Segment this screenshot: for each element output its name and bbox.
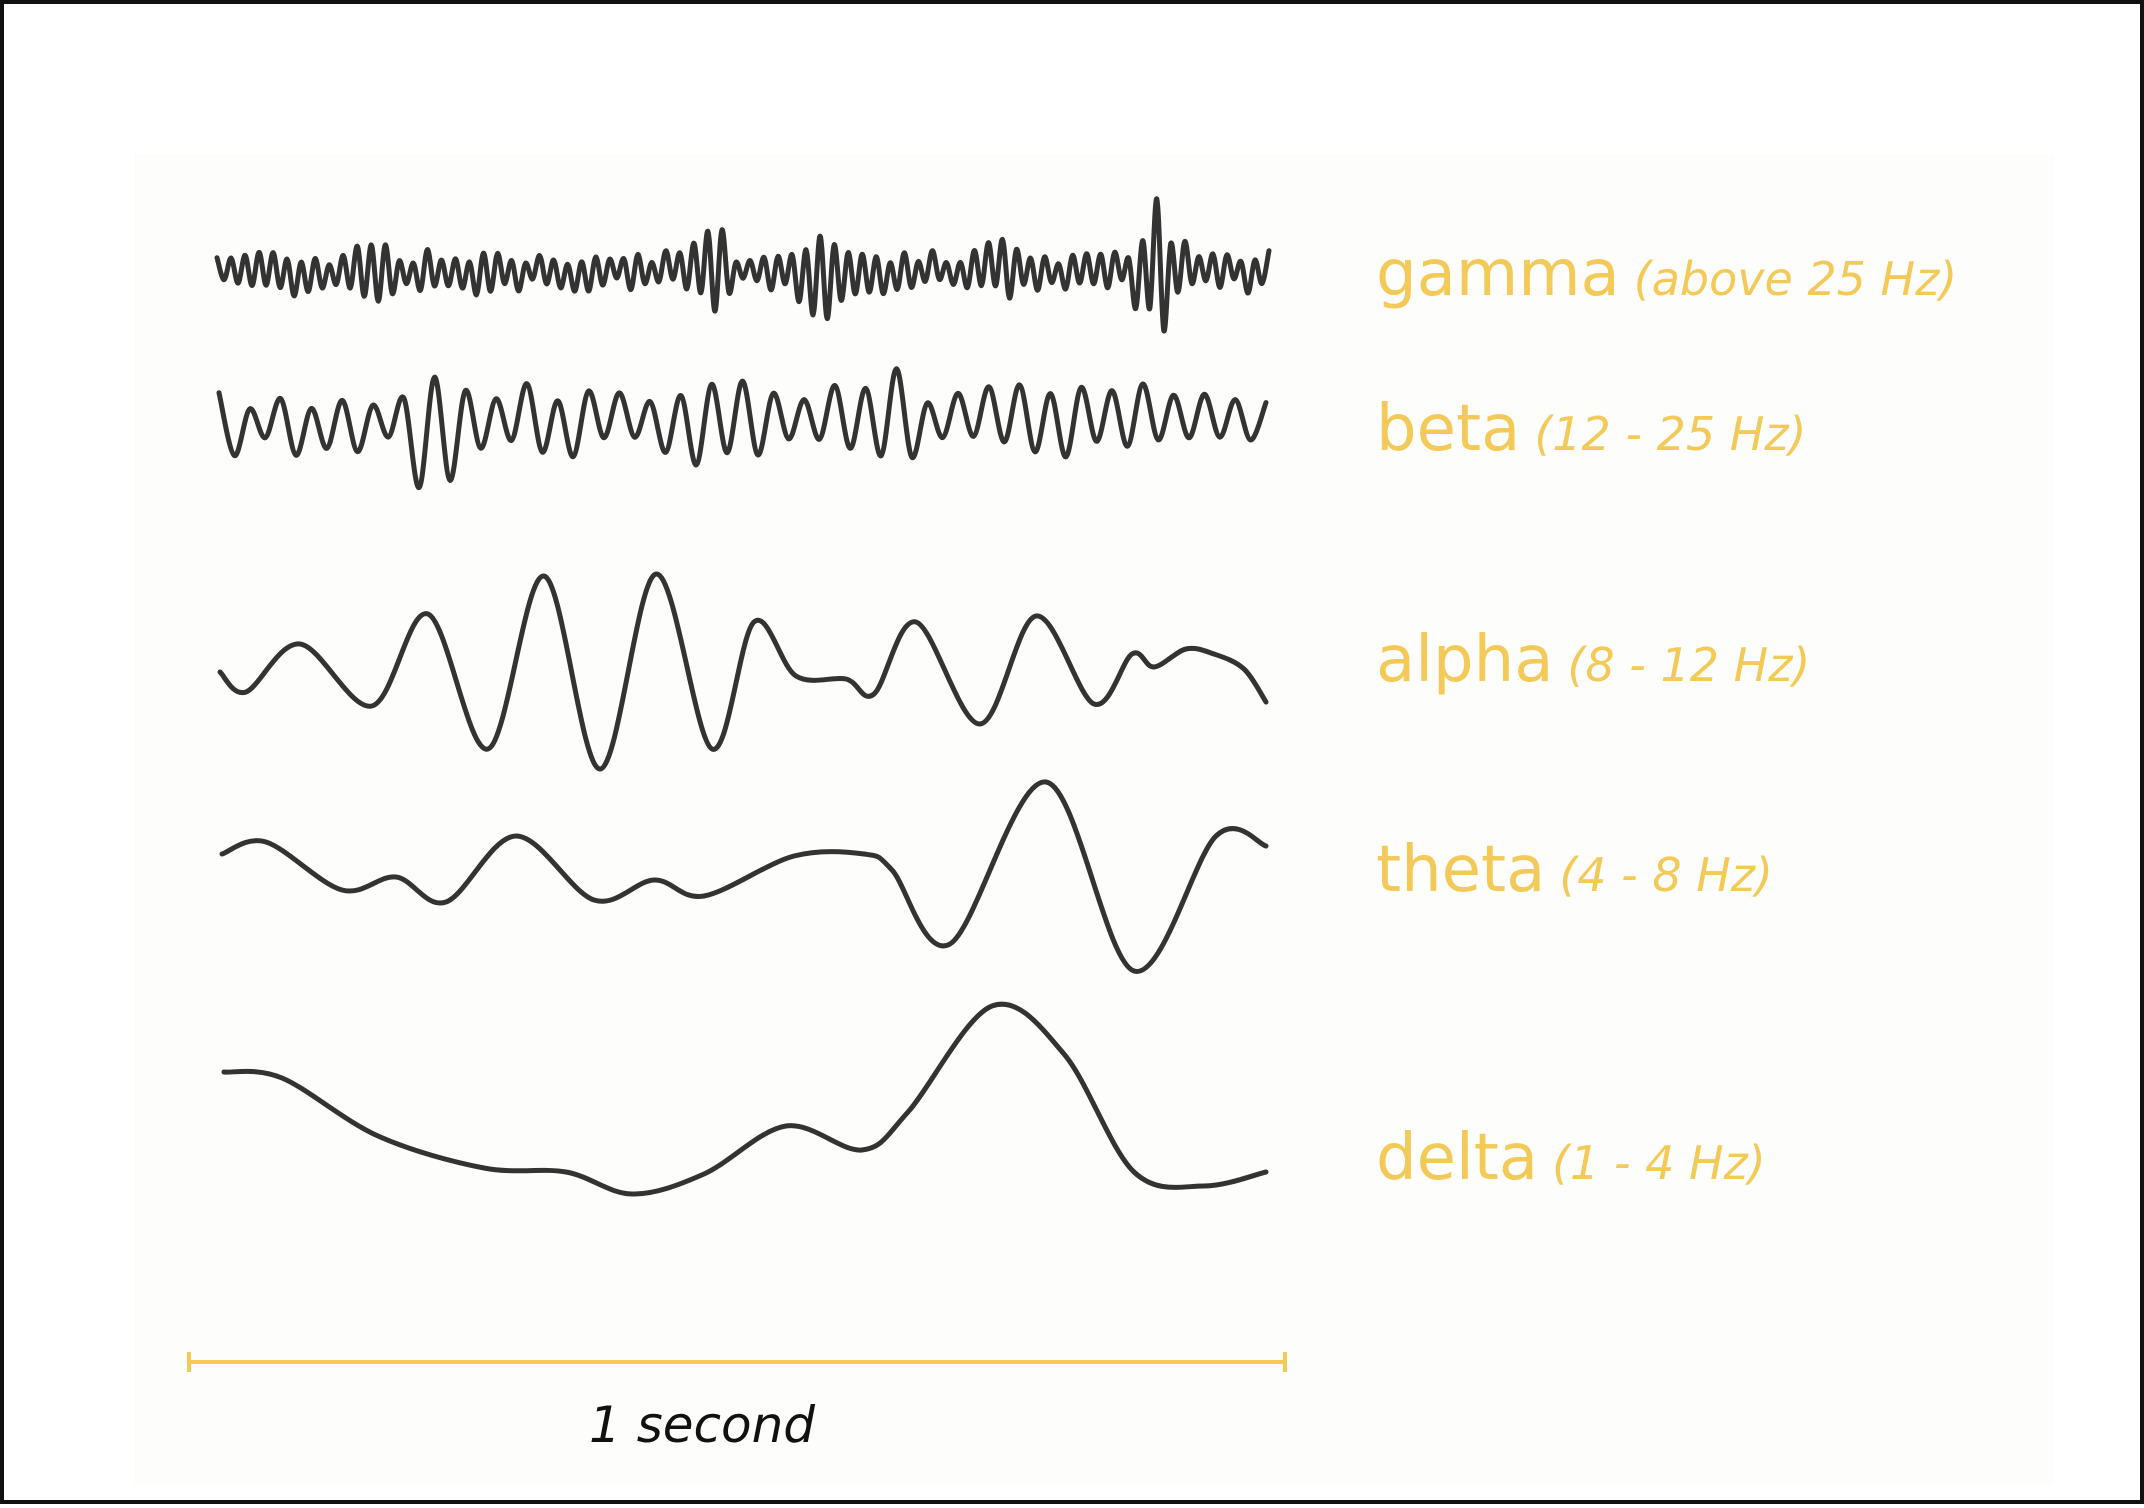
delta-wave-trace bbox=[221, 1001, 1269, 1197]
scale-bar-label: 1 second bbox=[589, 1396, 816, 1454]
theta-frequency-range: (4 - 8 Hz) bbox=[1559, 848, 1773, 902]
one-second-scale-bar bbox=[187, 1352, 1287, 1372]
beta-band-name: beta bbox=[1376, 392, 1521, 466]
theta-band-name: theta bbox=[1376, 833, 1546, 907]
gamma-band-name: gamma bbox=[1376, 237, 1620, 311]
delta-band-name: delta bbox=[1376, 1121, 1539, 1195]
gamma-frequency-range: (above 25 Hz) bbox=[1633, 252, 1958, 306]
gamma-wave-trace bbox=[214, 196, 1272, 334]
alpha-wave-trace bbox=[217, 571, 1269, 772]
delta-frequency-range: (1 - 4 Hz) bbox=[1552, 1136, 1766, 1190]
gamma-label: gamma (above 25 Hz) bbox=[1376, 242, 1957, 306]
eeg-waveform-diagram bbox=[187, 196, 1287, 1372]
theta-label: theta (4 - 8 Hz) bbox=[1376, 838, 1773, 902]
alpha-band-name: alpha bbox=[1376, 623, 1554, 697]
alpha-frequency-range: (8 - 12 Hz) bbox=[1567, 638, 1811, 692]
delta-label: delta (1 - 4 Hz) bbox=[1376, 1126, 1766, 1190]
beta-frequency-range: (12 - 25 Hz) bbox=[1534, 407, 1807, 461]
theta-wave-trace bbox=[219, 779, 1269, 974]
alpha-label: alpha (8 - 12 Hz) bbox=[1376, 628, 1810, 692]
figure-background bbox=[134, 154, 2054, 1484]
beta-wave-trace bbox=[216, 366, 1269, 491]
beta-label: beta (12 - 25 Hz) bbox=[1376, 397, 1806, 461]
